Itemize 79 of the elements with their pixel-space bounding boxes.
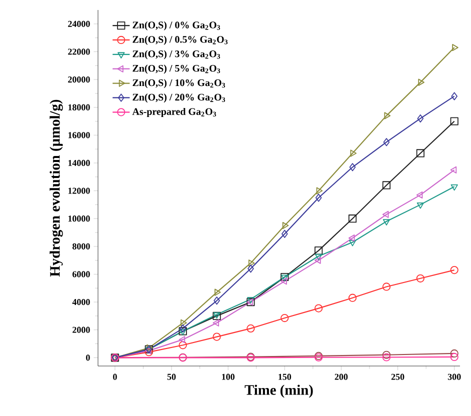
- point: [282, 222, 289, 230]
- point: [348, 234, 355, 242]
- y-tick-label: 10000: [68, 216, 90, 222]
- x-tick-label: 150: [278, 374, 292, 380]
- point: [280, 314, 289, 322]
- point: [178, 341, 187, 350]
- x-tick-label: 50: [167, 374, 176, 380]
- point: [212, 332, 221, 341]
- point: [316, 187, 323, 194]
- y-tick-label: 20000: [68, 76, 90, 83]
- point: [348, 294, 357, 302]
- legend-label: Zn(O,S) / 5% Ga$_{2}$O$_{3}$: [132, 64, 220, 74]
- y-tick-label: 6000: [72, 271, 90, 278]
- point: [315, 194, 322, 202]
- y-tick-label: 22000: [68, 48, 90, 55]
- legend-label: Zn(O,S) / 0% Ga$_{2}$O$_{3}$: [132, 21, 220, 30]
- point: [348, 214, 357, 223]
- point: [417, 114, 424, 123]
- point: [349, 163, 356, 172]
- legend-label: Zn(O,S) / 10% Ga$_{2}$O$_{3}$: [132, 79, 226, 88]
- x-tick-label: 100: [222, 374, 234, 380]
- y-axis-title: Hydrogen evolution (µmol/g): [50, 100, 63, 277]
- y-tick-label: 12000: [68, 188, 90, 194]
- point: [178, 336, 186, 344]
- point: [214, 296, 220, 305]
- point: [451, 92, 458, 100]
- point: [452, 44, 458, 52]
- point: [246, 324, 255, 333]
- point: [382, 219, 390, 226]
- point: [450, 184, 458, 191]
- point: [416, 149, 424, 158]
- point: [416, 202, 424, 209]
- x-tick-label: 250: [391, 374, 404, 380]
- y-tick-label: 16000: [68, 132, 90, 138]
- point: [314, 246, 323, 255]
- point: [383, 138, 390, 146]
- y-tick-label: 24000: [68, 20, 90, 27]
- x-axis-title: Time (min): [244, 384, 313, 398]
- legend-label: Zn(O,S) / 3% Ga$_{2}$O$_{3}$: [132, 50, 220, 60]
- point: [382, 210, 389, 218]
- point: [247, 297, 254, 304]
- point: [382, 353, 391, 362]
- x-tick-label: 300: [448, 374, 461, 380]
- point: [382, 350, 391, 359]
- point: [280, 278, 287, 285]
- y-tick-label: 0: [86, 354, 90, 361]
- point: [382, 282, 391, 291]
- point: [382, 181, 391, 190]
- point: [350, 150, 357, 157]
- point: [416, 191, 423, 199]
- legend-label: As-prepared Ga$_{2}$O$_{3}$: [132, 108, 216, 118]
- y-tick-label: 4000: [72, 298, 90, 306]
- point: [418, 78, 424, 86]
- point: [315, 254, 322, 260]
- point: [450, 117, 458, 126]
- y-tick-label: 2000: [72, 326, 90, 333]
- point: [314, 256, 321, 264]
- point: [282, 230, 288, 238]
- point: [248, 264, 254, 273]
- point: [384, 112, 391, 120]
- point: [314, 304, 323, 312]
- point: [416, 274, 424, 282]
- point: [450, 352, 458, 362]
- legend-label: Zn(O,S) / 20% Ga$_{2}$O$_{3}$: [132, 94, 226, 103]
- point: [180, 319, 187, 326]
- x-tick-label: 200: [334, 374, 348, 380]
- point: [180, 324, 186, 333]
- point: [348, 240, 356, 246]
- y-tick-label: 8000: [72, 243, 90, 250]
- legend-label: Zn(O,S) / 0.5% Ga$_{2}$O$_{3}$: [132, 36, 228, 45]
- point: [248, 260, 255, 267]
- point: [214, 288, 221, 296]
- point: [450, 349, 458, 358]
- y-tick-label: 14000: [68, 160, 90, 166]
- y-tick-label: 18000: [68, 104, 90, 110]
- point: [212, 319, 220, 326]
- point: [450, 266, 458, 274]
- point: [450, 166, 457, 174]
- x-tick-label: 0: [113, 374, 117, 380]
